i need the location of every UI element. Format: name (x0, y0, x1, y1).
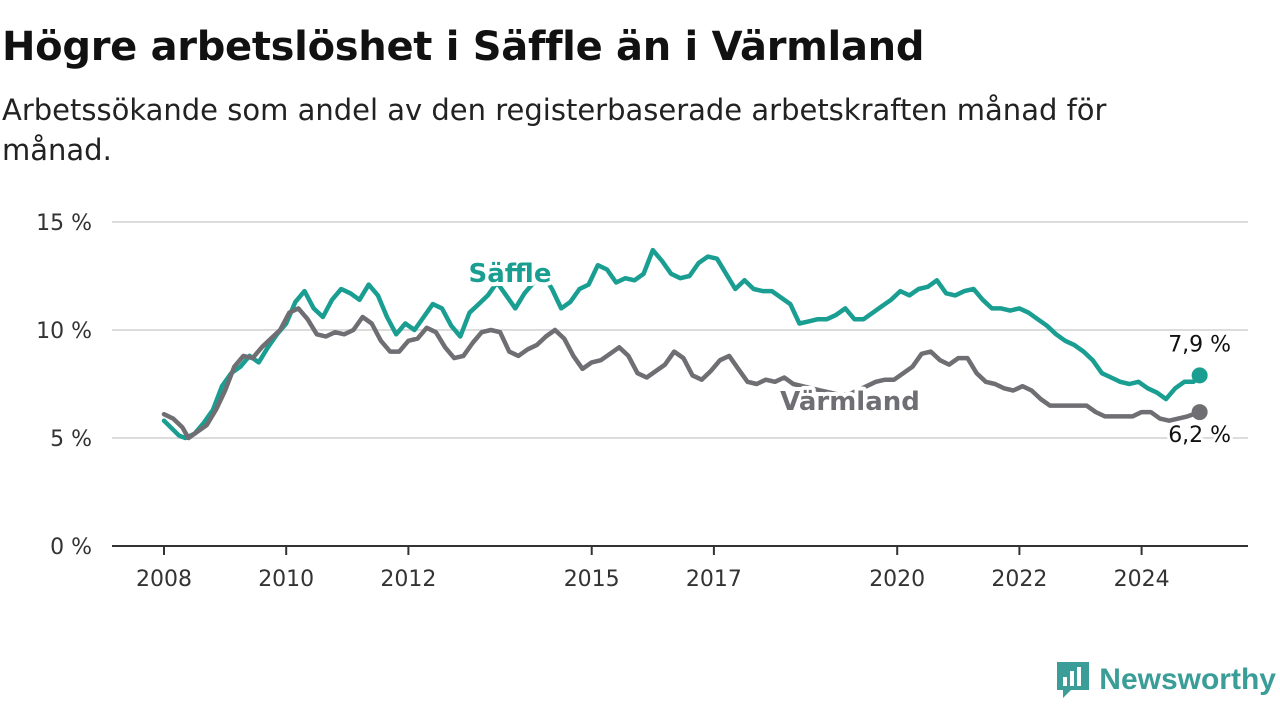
end-value-halo: 6,2 % (1168, 423, 1231, 448)
x-tick-label: 2017 (686, 567, 742, 592)
y-tick-label: 10 % (36, 319, 92, 344)
x-axis: 2008 2010 2012 2015 2017 2020 2022 2024 (112, 545, 1248, 592)
y-tick-label: 15 % (36, 211, 92, 236)
x-tick-label: 2012 (380, 567, 436, 592)
series-line-0 (161, 247, 1202, 441)
series-end-dot (1191, 404, 1208, 421)
x-tick-label: 2015 (564, 567, 620, 592)
series-label-halo: Säffle (469, 259, 552, 289)
y-axis-ticks: 0 % 5 % 10 % 15 % (36, 211, 92, 560)
end-value-label: 7,9 % (1168, 332, 1231, 357)
chart-title: Högre arbetslöshet i Säffle än i Värmlan… (2, 24, 925, 70)
x-tick-label: 2020 (869, 567, 925, 592)
series-lines (161, 247, 1208, 441)
series-label: Säffle (469, 259, 552, 289)
y-tick-label: 5 % (50, 427, 92, 452)
x-tick-label: 2008 (136, 567, 192, 592)
x-tick-label: 2022 (991, 567, 1047, 592)
x-tick-label: 2010 (258, 567, 314, 592)
series-label-halo: Värmland (780, 387, 920, 417)
x-tick-label: 2024 (1114, 567, 1170, 592)
grid-lines (112, 221, 1248, 439)
series-label: Värmland (780, 387, 920, 417)
brand-name: Newsworthy (1099, 663, 1276, 696)
chart-subtitle: Arbetssökande som andel av den registerb… (2, 93, 1107, 167)
newsworthy-logo-icon (1057, 662, 1090, 698)
end-value-label: 6,2 % (1168, 423, 1231, 448)
series-line-1 (161, 306, 1202, 441)
newsworthy-logo[interactable]: Newsworthy (1055, 660, 1276, 700)
series-end-dot (1191, 367, 1208, 384)
y-tick-label: 0 % (50, 535, 92, 560)
end-value-halo: 7,9 % (1168, 332, 1231, 357)
